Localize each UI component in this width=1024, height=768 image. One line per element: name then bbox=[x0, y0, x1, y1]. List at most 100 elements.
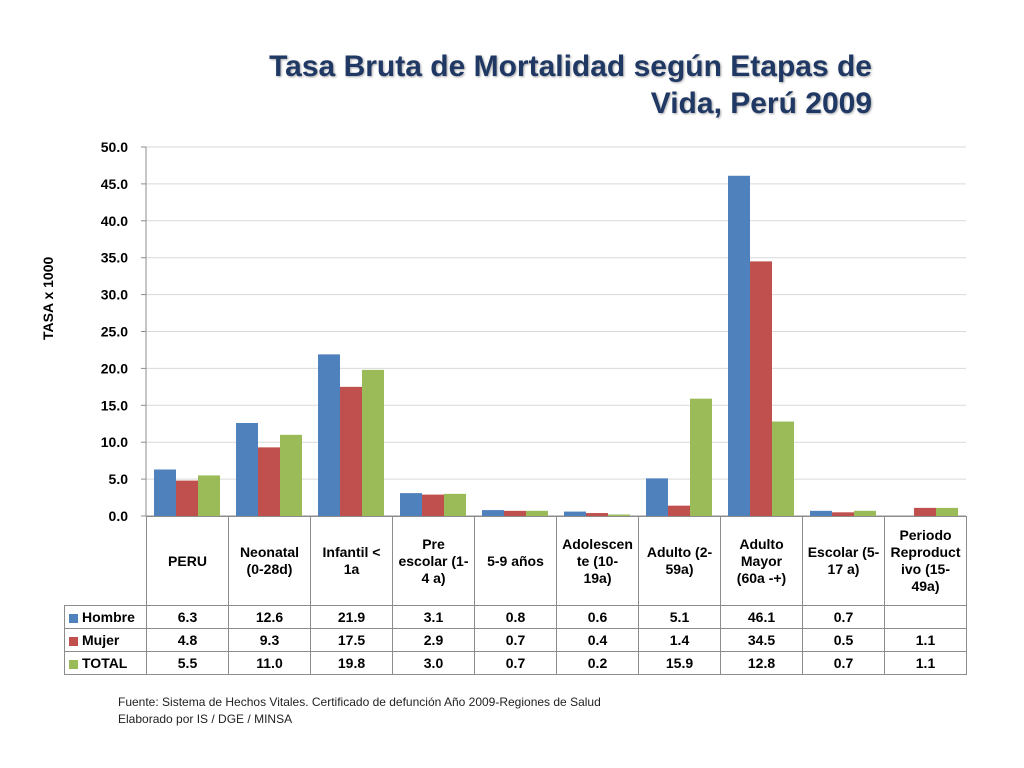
source-line-2: Elaborado por IS / DGE / MINSA bbox=[118, 712, 293, 726]
bar-total-5 bbox=[608, 514, 630, 516]
data-label: 9.3 bbox=[228, 628, 311, 652]
bar-hombre-5 bbox=[564, 511, 586, 516]
bar-total-3 bbox=[444, 493, 466, 516]
legend-label: TOTAL bbox=[82, 655, 128, 671]
bar-hombre-0 bbox=[154, 469, 176, 516]
data-label: 0.5 bbox=[802, 628, 885, 652]
bar-hombre-6 bbox=[646, 478, 668, 516]
category-label-line: Periodo bbox=[899, 527, 952, 543]
category-label-line: Adolescen bbox=[562, 535, 633, 552]
table-row: TOTAL 5.5 11.0 19.8 3.0 0.7 0.2 15.9 12.8 0.7 1.1 bbox=[64, 651, 967, 675]
y-tick-label: 30.0 bbox=[101, 287, 128, 303]
source-note: Fuente: Sistema de Hechos Vitales. Certi… bbox=[118, 694, 601, 728]
category-label: Infantil <1a bbox=[310, 516, 393, 606]
bar-hombre-1 bbox=[236, 423, 258, 516]
data-label: 12.6 bbox=[228, 605, 311, 629]
y-tick-label: 10.0 bbox=[101, 434, 128, 450]
chart-title: Tasa Bruta de Mortalidad según Etapas de… bbox=[150, 48, 872, 122]
data-label: 5.1 bbox=[638, 605, 721, 629]
data-label: 17.5 bbox=[310, 628, 393, 652]
data-label: 0.7 bbox=[802, 605, 885, 629]
bar-total-1 bbox=[280, 434, 302, 516]
category-label: Adulto (2- 59a) bbox=[638, 516, 721, 606]
category-label-line: (0-28d) bbox=[246, 561, 293, 577]
bar-mujer-4 bbox=[504, 510, 526, 516]
bar-total-8 bbox=[854, 510, 876, 516]
data-label: 5.5 bbox=[146, 651, 229, 675]
data-label: 6.3 bbox=[146, 605, 229, 629]
category-label: Pre escolar (1- 4 a) bbox=[392, 516, 475, 606]
category-label: Neonatal (0-28d) bbox=[228, 516, 311, 606]
data-label: 2.9 bbox=[392, 628, 475, 652]
title-line-1: Tasa Bruta de Mortalidad según Etapas de bbox=[269, 50, 872, 83]
data-label: 12.8 bbox=[720, 651, 803, 675]
bar-mujer-3 bbox=[422, 494, 444, 516]
category-label-line: 59a) bbox=[665, 561, 694, 577]
y-tick-label: 5.0 bbox=[109, 471, 129, 487]
data-label: 3.1 bbox=[392, 605, 475, 629]
bar-mujer-1 bbox=[258, 447, 280, 516]
category-label-line: escolar (1- bbox=[398, 552, 469, 569]
category-label-line: (60a -+) bbox=[736, 569, 787, 586]
legend-label: Hombre bbox=[82, 609, 135, 625]
category-label: Adulto Mayor (60a -+) bbox=[720, 516, 803, 606]
bar-mujer-5 bbox=[586, 513, 608, 516]
y-tick-label: 35.0 bbox=[101, 250, 128, 266]
category-label-line: Neonatal bbox=[239, 544, 300, 560]
category-label-line: Reproduct bbox=[890, 544, 961, 560]
category-label: Adolescen te (10- 19a) bbox=[556, 516, 639, 606]
source-line-1: Fuente: Sistema de Hechos Vitales. Certi… bbox=[118, 695, 601, 709]
category-label-line: Adulto bbox=[739, 535, 784, 552]
bar-mujer-7 bbox=[750, 261, 772, 516]
data-label: 15.9 bbox=[638, 651, 721, 675]
data-label: 0.7 bbox=[802, 651, 885, 675]
legend-key bbox=[69, 636, 78, 646]
data-label: 34.5 bbox=[720, 628, 803, 652]
data-label: 1.4 bbox=[638, 628, 721, 652]
category-label-line: 5-9 años bbox=[487, 552, 544, 569]
bar-mujer-6 bbox=[668, 505, 690, 516]
bar-total-4 bbox=[526, 510, 548, 516]
data-label bbox=[884, 605, 967, 629]
data-label: 11.0 bbox=[228, 651, 311, 675]
category-label-line: Mayor bbox=[740, 552, 783, 569]
legend-entry: Mujer bbox=[64, 628, 147, 652]
bar-hombre-8 bbox=[810, 510, 832, 516]
bar-total-0 bbox=[198, 475, 220, 516]
category-label: PERU bbox=[146, 516, 229, 606]
y-tick-label: 50.0 bbox=[101, 139, 128, 155]
category-label-line: 1a bbox=[343, 561, 360, 577]
data-label: 46.1 bbox=[720, 605, 803, 629]
bar-mujer-9 bbox=[914, 507, 936, 516]
y-axis-label: TASA x 1000 bbox=[40, 256, 56, 340]
table-corner bbox=[64, 516, 147, 606]
y-tick-label: 15.0 bbox=[101, 397, 128, 413]
legend-entry: TOTAL bbox=[64, 651, 147, 675]
bar-hombre-4 bbox=[482, 510, 504, 516]
category-label: Escolar (5- 17 a) bbox=[802, 516, 885, 606]
data-label: 19.8 bbox=[310, 651, 393, 675]
bar-total-7 bbox=[772, 421, 794, 516]
category-label-line: Escolar (5- bbox=[807, 544, 880, 560]
category-label-line: ivo (15- bbox=[900, 561, 950, 577]
y-tick-label: 20.0 bbox=[101, 360, 128, 376]
data-label: 3.0 bbox=[392, 651, 475, 675]
data-label: 0.4 bbox=[556, 628, 639, 652]
data-label: 0.8 bbox=[474, 605, 557, 629]
legend-key bbox=[69, 659, 78, 669]
bar-mujer-2 bbox=[340, 386, 362, 516]
bar-mujer-0 bbox=[176, 480, 198, 516]
category-label-line: Infantil < bbox=[322, 544, 381, 560]
data-label: 0.7 bbox=[474, 628, 557, 652]
data-label: 21.9 bbox=[310, 605, 393, 629]
category-label-line: 19a) bbox=[583, 569, 612, 586]
legend-key bbox=[69, 613, 78, 623]
bar-hombre-2 bbox=[318, 354, 340, 516]
legend-entry: Hombre bbox=[64, 605, 147, 629]
data-label: 0.2 bbox=[556, 651, 639, 675]
bar-mujer-8 bbox=[832, 512, 854, 516]
bar-total-9 bbox=[936, 507, 958, 516]
data-label: 0.7 bbox=[474, 651, 557, 675]
y-tick-label: 25.0 bbox=[101, 324, 128, 340]
bar-total-2 bbox=[362, 369, 384, 516]
